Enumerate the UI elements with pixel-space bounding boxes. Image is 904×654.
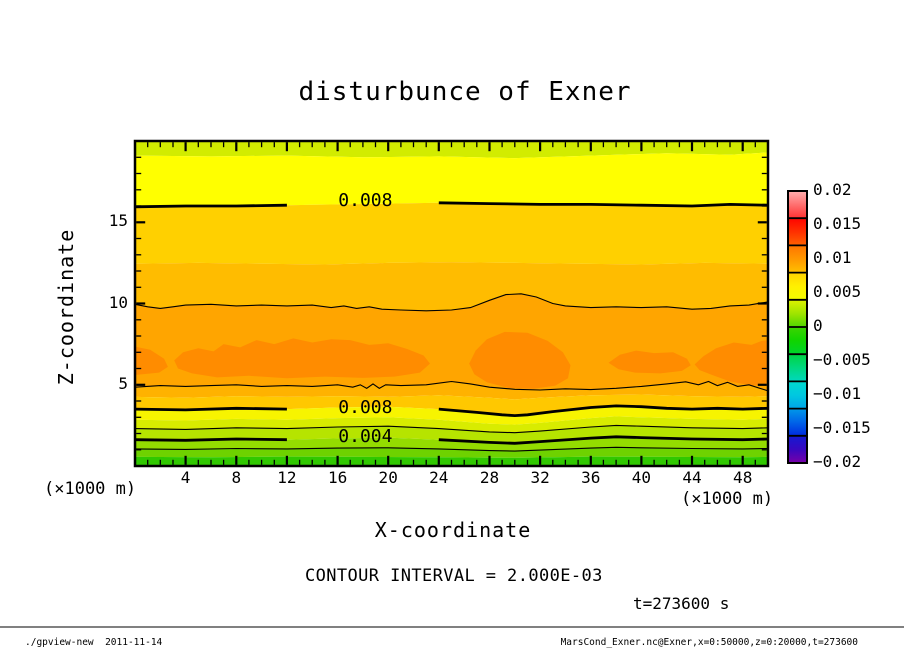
x-tick-label: 20: [378, 468, 398, 487]
contour-line-label: 0.004: [338, 426, 393, 448]
colorbar-tick-label: 0.005: [813, 282, 862, 301]
x-tick-label: 16: [327, 468, 348, 487]
time-label: t=273600 s: [633, 594, 730, 613]
colorbar-tick-label: −0.015: [813, 418, 871, 437]
x-tick-label: 28: [479, 468, 500, 487]
y-tick-label: 10: [108, 292, 128, 312]
colorbar-tick-label: −0.005: [813, 350, 871, 369]
x-tick-label: 32: [530, 468, 550, 487]
colorbar-tick-label: 0.015: [813, 214, 862, 233]
colorbar-tick-label: 0.01: [813, 248, 852, 267]
y-axis-units: (×1000 m): [44, 479, 137, 499]
colorbar-tick-label: 0: [813, 316, 823, 335]
contour-line-label: 0.008: [338, 396, 393, 418]
y-tick-label: 15: [108, 211, 128, 231]
contour-interval-note: CONTOUR INTERVAL = 2.000E-03: [305, 566, 603, 586]
y-axis-label: Z-coordinate: [54, 228, 78, 386]
x-axis-units: (×1000 m): [681, 489, 774, 509]
colorbar-tick-label: −0.02: [813, 452, 862, 471]
x-tick-label: 24: [429, 468, 449, 487]
x-tick-label: 4: [180, 468, 191, 487]
x-tick-label: 40: [631, 468, 652, 487]
x-tick-label: 12: [277, 468, 297, 487]
contour-line-label: 0.008: [338, 190, 393, 212]
y-tick-label: 5: [118, 373, 128, 393]
x-tick-label: 36: [581, 468, 601, 487]
x-tick-label: 48: [733, 468, 753, 487]
footer-command: ./gpview-new 2011-11-14: [25, 637, 163, 648]
colorbar-tick-label: −0.01: [813, 384, 862, 403]
plot-title: disturbunce of Exner: [298, 77, 632, 107]
colorbar-tick-label: 0.02: [813, 180, 852, 199]
x-tick-label: 44: [682, 468, 702, 487]
footer-dataset: MarsCond_Exner.nc@Exner,x=0:50000,z=0:20…: [560, 637, 858, 648]
x-axis-label: X-coordinate: [374, 518, 532, 542]
x-tick-label: 8: [231, 468, 242, 487]
